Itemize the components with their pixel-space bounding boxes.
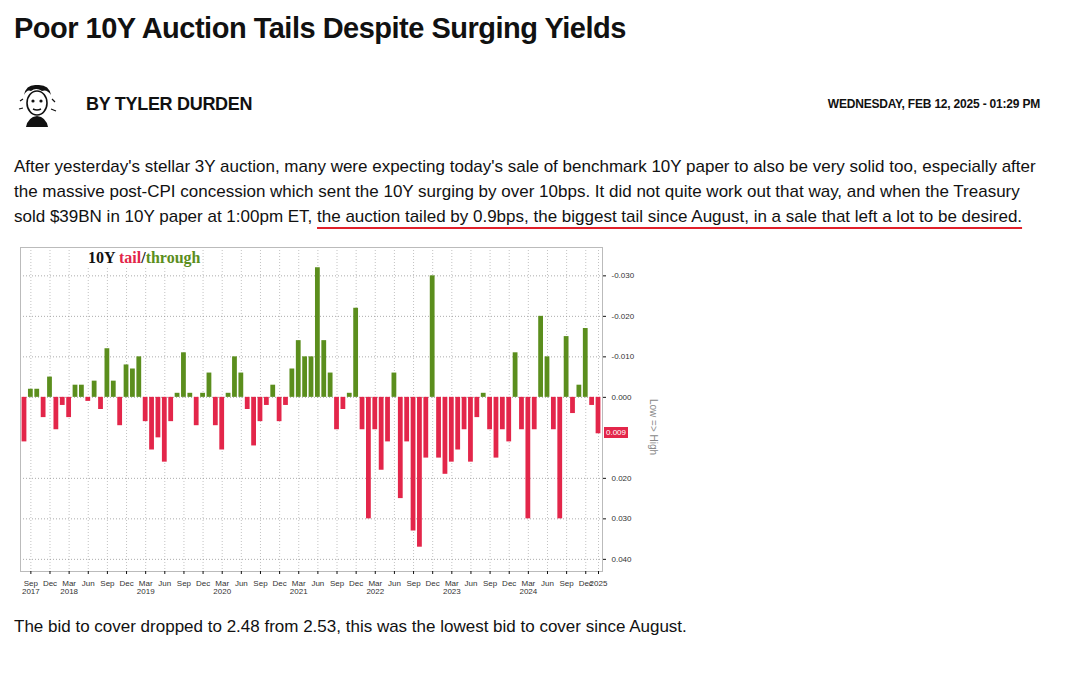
svg-text:0.020: 0.020 — [612, 474, 633, 483]
svg-text:Sep: Sep — [253, 579, 268, 588]
html-text:Low => High: Low => High — [648, 398, 659, 455]
svg-text:0.040: 0.040 — [612, 555, 633, 564]
html-text:10Y tail / through: 10Y tail / through — [88, 249, 201, 266]
svg-text:Mar2024: Mar2024 — [519, 579, 537, 596]
svg-text:Dec: Dec — [43, 579, 57, 588]
svg-text:Mar2022: Mar2022 — [366, 579, 384, 596]
svg-text:Dec: Dec — [426, 579, 440, 588]
html-text:Poor 10Y Auction Tails Despite: Poor 10Y Auction Tails Despite Surging Y… — [14, 12, 626, 44]
svg-text:2025: 2025 — [590, 579, 608, 588]
svg-text:Mar2021: Mar2021 — [290, 579, 308, 596]
svg-text:Jun: Jun — [388, 579, 401, 588]
svg-text:0.030: 0.030 — [612, 514, 633, 523]
html-text:After yesterday's stellar 3Y a: After yesterday's stellar 3Y auction, ma… — [14, 157, 1036, 226]
svg-text:Sep: Sep — [406, 579, 421, 588]
svg-text:Dec: Dec — [578, 579, 593, 589]
svg-text:Dec: Dec — [196, 579, 210, 588]
svg-text:Dec: Dec — [502, 579, 516, 588]
svg-text:Mar2018: Mar2018 — [60, 579, 78, 596]
svg-text:-0.010: -0.010 — [612, 352, 635, 361]
svg-text:Jun: Jun — [541, 579, 554, 588]
svg-text:Sep: Sep — [177, 579, 192, 588]
svg-text:-0.030: -0.030 — [612, 271, 635, 280]
svg-text:Dec: Dec — [272, 579, 286, 588]
svg-text:Jun: Jun — [464, 579, 477, 588]
html-text:WEDNESDAY, FEB 12, 2025 - 01:2: WEDNESDAY, FEB 12, 2025 - 01:29 PM — [827, 97, 1040, 111]
svg-text:Dec: Dec — [349, 579, 363, 588]
html-text:BY TYLER DURDEN: BY TYLER DURDEN — [86, 93, 253, 114]
svg-text:Jun: Jun — [311, 579, 324, 588]
svg-text:Sep: Sep — [560, 579, 575, 588]
svg-text:Mar2023: Mar2023 — [443, 579, 461, 596]
html-text:The bid to cover dropped to 2.: The bid to cover dropped to 2.48 from 2.… — [14, 617, 687, 636]
svg-text:Jun: Jun — [158, 579, 171, 588]
svg-text:Mar2019: Mar2019 — [137, 579, 155, 596]
svg-text:Sep2017: Sep2017 — [22, 579, 40, 596]
svg-text:Sep: Sep — [100, 579, 115, 588]
svg-text:0.000: 0.000 — [612, 393, 633, 402]
svg-text:Mar2020: Mar2020 — [213, 579, 231, 596]
svg-text:Sep: Sep — [330, 579, 345, 588]
svg-text:Dec: Dec — [119, 579, 133, 588]
svg-text:Jun: Jun — [82, 579, 95, 588]
svg-text:-0.020: -0.020 — [612, 312, 635, 321]
svg-text:Sep: Sep — [483, 579, 498, 588]
html-text:0.009: 0.009 — [606, 428, 626, 438]
svg-text:Jun: Jun — [235, 579, 248, 588]
